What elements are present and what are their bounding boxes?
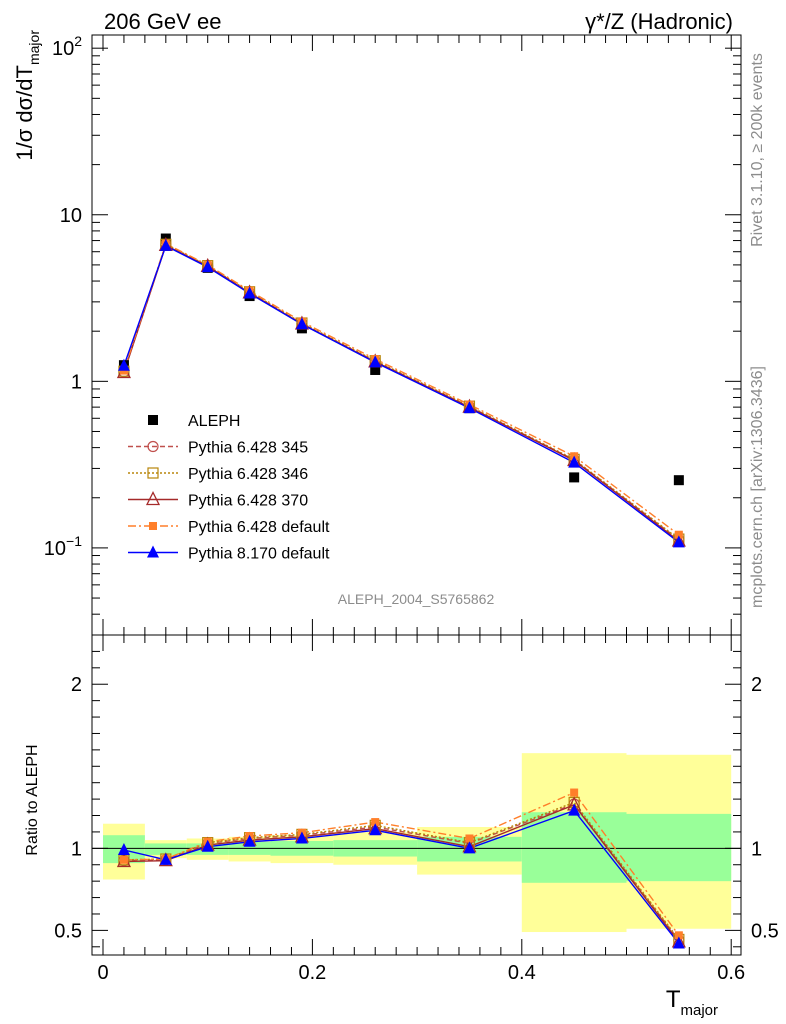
legend-label: Pythia 6.428 370 [188, 493, 308, 510]
ratio-y-tick-label-right: 1 [751, 838, 762, 860]
main-y-tick-label: 102 [52, 33, 82, 60]
ratio-y-tick-label-left: 0.5 [54, 920, 82, 942]
legend-entry: Pythia 6.428 370 [128, 491, 308, 510]
ratio-y-tick-label-left: 2 [71, 674, 82, 696]
main-point-aleph [569, 472, 580, 483]
x-tick-label: 0 [97, 962, 108, 984]
main-y-tick-label: 10−1 [44, 533, 82, 560]
analysis-label: ALEPH_2004_S5765862 [338, 591, 495, 607]
ratio-point-pythia-8-170-default [463, 841, 476, 854]
main-point-pythia-8-170-default [159, 238, 172, 251]
main-panel: 10−1 1 10 102 1/σ dσ/dTmajor ALEPH_2004_S57… [12, 30, 742, 636]
ratio-plot-frame [91, 634, 742, 956]
rivet-label: Rivet 3.1.10, ≥ 200k events [749, 53, 766, 247]
ratio-band-green [521, 812, 627, 883]
ratio-point-pythia-8-170-default [369, 823, 382, 836]
ratio-point-pythia-6-428-default [674, 931, 683, 940]
legend-marker [147, 440, 159, 453]
main-point-pythia-8-170-default [672, 535, 685, 548]
header-left-label: 206 GeV ee [104, 9, 221, 34]
legend-marker [149, 522, 157, 530]
ratio-point-pythia-8-170-default [295, 831, 308, 844]
ratio-y-tick-label-left: 1 [71, 838, 82, 860]
legend-label: Pythia 6.428 345 [188, 440, 308, 457]
header-right-label: γ*/Z (Hadronic) [585, 9, 733, 34]
ratio-y-tick-label-right: 0.5 [751, 920, 779, 942]
x-tick-label: 0.6 [717, 962, 745, 984]
ratio-band-green [626, 813, 732, 882]
legend-marker [145, 491, 161, 506]
main-point-pythia-8-170-default [369, 355, 382, 368]
ratio-point-pythia-8-170-default [243, 834, 256, 847]
ratio-point-pythia-6-428-default [119, 855, 128, 864]
legend-label: Pythia 6.428 346 [188, 466, 308, 483]
ratio-point-pythia-8-170-default [568, 803, 581, 816]
main-point-aleph [370, 364, 381, 375]
ratio-point-pythia-6-428-default [570, 788, 579, 797]
ratio-point-pythia-6-428-default [371, 818, 380, 827]
ratio-y-tick-label-right: 2 [751, 674, 762, 696]
ratio-line-pythia-6-428-345 [123, 803, 680, 941]
x-tick-label: 0.2 [298, 962, 326, 984]
legend-label: ALEPH [188, 413, 240, 430]
legend-entry: ALEPH [148, 413, 240, 430]
legend-entry: Pythia 8.170 default [128, 545, 330, 563]
main-point-pythia-8-170-default [201, 260, 214, 273]
main-point-pythia-8-170-default [463, 401, 476, 414]
ratio-point-pythia-8-170-default [159, 852, 172, 865]
ratio-panel: 0.5 0.5 1 1 2 2 0 0.2 0.4 0.6 Ratio to ALEPH Tma… [24, 634, 779, 1019]
main-point-pythia-8-170-default [117, 358, 130, 371]
main-line-pythia-6-428-default [123, 242, 680, 536]
legend-marker [147, 467, 159, 479]
ratio-point-pythia-6-428-default [465, 834, 474, 843]
legend-label: Pythia 8.170 default [188, 546, 330, 563]
main-y-tick-label: 1 [71, 371, 82, 393]
legend-entry: Pythia 6.428 346 [128, 466, 308, 483]
legend-label: Pythia 6.428 default [188, 519, 330, 536]
legend: ALEPH Pythia 6.428 345 Pythia 6.428 346 Pyt… [128, 413, 330, 563]
ratio-point-pythia-8-170-default [117, 842, 130, 855]
ratio-band-green [144, 843, 187, 855]
x-axis-label: Tmajor [666, 986, 718, 1019]
legend-marker [148, 415, 158, 425]
main-point-pythia-8-170-default [295, 317, 308, 330]
main-y-tick-label: 10 [60, 205, 82, 227]
ratio-y-axis-label: Ratio to ALEPH [24, 744, 41, 855]
mcplots-label: mcplots.cern.ch [arXiv:1306.3436] [749, 366, 766, 608]
main-point-pythia-6-428-default [674, 530, 683, 539]
ratio-point-pythia-8-170-default [201, 839, 214, 852]
main-point-pythia-8-170-default [243, 286, 256, 299]
main-point-aleph [673, 475, 684, 486]
ratio-point-pythia-8-170-default [672, 936, 685, 949]
main-point-pythia-8-170-default [568, 455, 581, 468]
legend-entry: Pythia 6.428 default [128, 519, 330, 536]
legend-marker [147, 545, 159, 558]
main-y-axis-label: 1/σ dσ/dTmajor [12, 30, 42, 161]
x-tick-label: 0.4 [508, 962, 536, 984]
legend-entry: Pythia 6.428 345 [128, 440, 308, 457]
